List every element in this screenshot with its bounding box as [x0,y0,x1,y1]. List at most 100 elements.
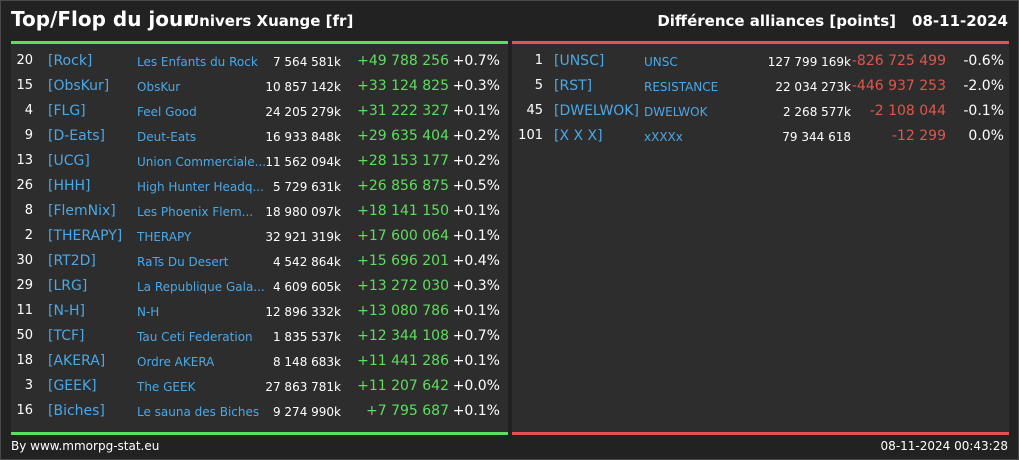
points-delta: +49 788 256 [357,53,449,69]
points-delta: +11 441 286 [357,353,449,369]
alliance-name-link[interactable]: Deut-Eats [137,130,197,144]
table-row: 30 [RT2D] RaTs Du Desert 4 542 864k +15 696 … [11,249,508,274]
alliance-name-link[interactable]: Union Commerciale... [137,155,267,169]
points-delta: +26 856 875 [357,178,449,194]
alliance-points: 8 148 683k [272,355,341,369]
alliance-points: 16 933 848k [265,130,341,144]
percent-change: +0.3% [452,278,500,294]
alliance-name-link[interactable]: N-H [137,305,160,319]
alliance-tag-link[interactable]: [Rock] [48,53,93,69]
alliance-rank: 20 [16,53,33,68]
alliance-name-link[interactable]: The GEEK [137,380,196,394]
alliance-points: 7 564 581k [272,55,341,69]
alliance-name-link[interactable]: RESISTANCE [644,80,719,94]
alliance-name-link[interactable]: DWELWOK [644,105,708,119]
alliance-points: 127 799 169k [767,55,851,69]
alliance-tag-link[interactable]: [D-Eats] [48,128,105,144]
table-row: 20 [Rock] Les Enfants du Rock 7 564 581k +49… [11,49,508,74]
percent-change: 0.0% [968,128,1004,144]
alliance-points: 1 835 537k [272,330,341,344]
alliance-rank: 5 [534,78,543,93]
alliance-tag-link[interactable]: [LRG] [48,278,88,294]
alliance-tag-link[interactable]: [UNSC] [554,53,605,69]
alliance-rank: 11 [16,303,33,318]
source-credit: By www.mmorpg-stat.eu [11,439,160,453]
points-delta: +15 696 201 [357,253,449,269]
alliance-tag-link[interactable]: [DWELWOK] [554,103,639,119]
alliance-tag-link[interactable]: [RT2D] [48,253,96,269]
alliance-name-link[interactable]: La Republique Gala... [137,280,265,294]
percent-change: +0.1% [452,403,500,419]
alliance-name-link[interactable]: Les Enfants du Rock [137,55,258,69]
alliance-tag-link[interactable]: [RST] [554,78,593,94]
alliance-name-link[interactable]: THERAPY [137,230,192,244]
alliance-tag-link[interactable]: [FLG] [48,103,86,119]
table-row: 3 [GEEK] The GEEK 27 863 781k +11 207 642 +0.… [11,374,508,399]
alliance-name-link[interactable]: Tau Ceti Federation [137,330,253,344]
table-row: 13 [UCG] Union Commerciale... 11 562 094k +2… [11,149,508,174]
table-row: 101 [X X X] xXXXx 79 344 618 -12 299 0.0% [512,124,1009,149]
alliance-rank: 50 [16,328,33,343]
alliance-points: 18 980 097k [265,205,341,219]
alliance-tag-link[interactable]: [FlemNix] [48,203,116,219]
points-delta: +11 207 642 [357,378,449,394]
alliance-points: 2 268 577k [782,105,851,119]
header: Top/Flop du jour Univers Xuange [fr] Dif… [1,1,1018,41]
alliance-name-link[interactable]: Les Phoenix Flem... [137,205,254,219]
alliance-rank: 18 [16,353,33,368]
points-delta: +12 344 108 [357,328,449,344]
alliance-points: 4 609 605k [272,280,341,294]
alliance-rank: 4 [24,103,33,118]
alliance-rank: 30 [16,253,33,268]
alliance-tag-link[interactable]: [AKERA] [48,353,106,369]
table-row: 50 [TCF] Tau Ceti Federation 1 835 537k +12 … [11,324,508,349]
percent-change: +0.2% [452,128,500,144]
alliance-tag-link[interactable]: [N-H] [48,303,85,319]
alliance-name-link[interactable]: Le sauna des Biches [137,405,260,419]
table-row: 9 [D-Eats] Deut-Eats 16 933 848k +29 635 404… [11,124,508,149]
alliance-tag-link[interactable]: [HHH] [48,178,91,194]
header-date: 08-11-2024 [912,12,1008,30]
percent-change: +0.0% [452,378,500,394]
alliance-tag-link[interactable]: [GEEK] [48,378,97,394]
table-row: 18 [AKERA] Ordre AKERA 8 148 683k +11 441 28… [11,349,508,374]
points-delta: +13 272 030 [357,278,449,294]
alliance-tag-link[interactable]: [UCG] [48,153,90,169]
alliance-rank: 2 [24,228,33,243]
alliance-name-link[interactable]: UNSC [644,55,678,69]
alliance-points: 24 205 279k [265,105,341,119]
alliance-tag-link[interactable]: [THERAPY] [48,228,123,244]
alliance-points: 4 542 864k [272,255,341,269]
alliance-tag-link[interactable]: [TCF] [48,328,85,344]
percent-change: -0.6% [963,53,1004,69]
table-row: 45 [DWELWOK] DWELWOK 2 268 577k -2 108 044 -0… [512,99,1009,124]
alliance-points: 11 562 094k [265,155,341,169]
alliance-rank: 1 [534,53,543,68]
alliance-name-link[interactable]: ObsKur [137,80,181,94]
table-row: 11 [N-H] N-H 12 896 332k +13 080 786 +0.1% [11,299,508,324]
alliance-rank: 29 [16,278,33,293]
alliance-tag-link[interactable]: [Biches] [48,403,105,419]
percent-change: +0.5% [452,178,500,194]
table-row: 16 [Biches] Le sauna des Biches 9 274 990k +… [11,399,508,424]
alliance-name-link[interactable]: High Hunter Headq... [137,180,264,194]
alliance-name-link[interactable]: RaTs Du Desert [137,255,229,269]
table-row: 15 [ObsKur] ObsKur 10 857 142k +33 124 825 +0… [11,74,508,99]
points-delta: +17 600 064 [357,228,449,244]
percent-change: +0.4% [452,253,500,269]
table-row: 4 [FLG] Feel Good 24 205 279k +31 222 327 +0.… [11,99,508,124]
alliance-rank: 15 [16,78,33,93]
alliance-tag-link[interactable]: [ObsKur] [48,78,110,94]
alliance-points: 32 921 319k [265,230,341,244]
alliance-name-link[interactable]: Ordre AKERA [137,355,215,369]
percent-change: +0.1% [452,303,500,319]
table-row: 2 [THERAPY] THERAPY 32 921 319k +17 600 064 +… [11,224,508,249]
alliance-name-link[interactable]: Feel Good [137,105,197,119]
points-delta: -2 108 044 [869,103,946,119]
subtitle: Différence alliances [points] [657,12,897,30]
alliance-tag-link[interactable]: [X X X] [554,128,603,144]
table-row: 1 [UNSC] UNSC 127 799 169k -826 725 499 -0.6% [512,49,1009,74]
percent-change: +0.1% [452,103,500,119]
alliance-name-link[interactable]: xXXXx [644,130,683,144]
